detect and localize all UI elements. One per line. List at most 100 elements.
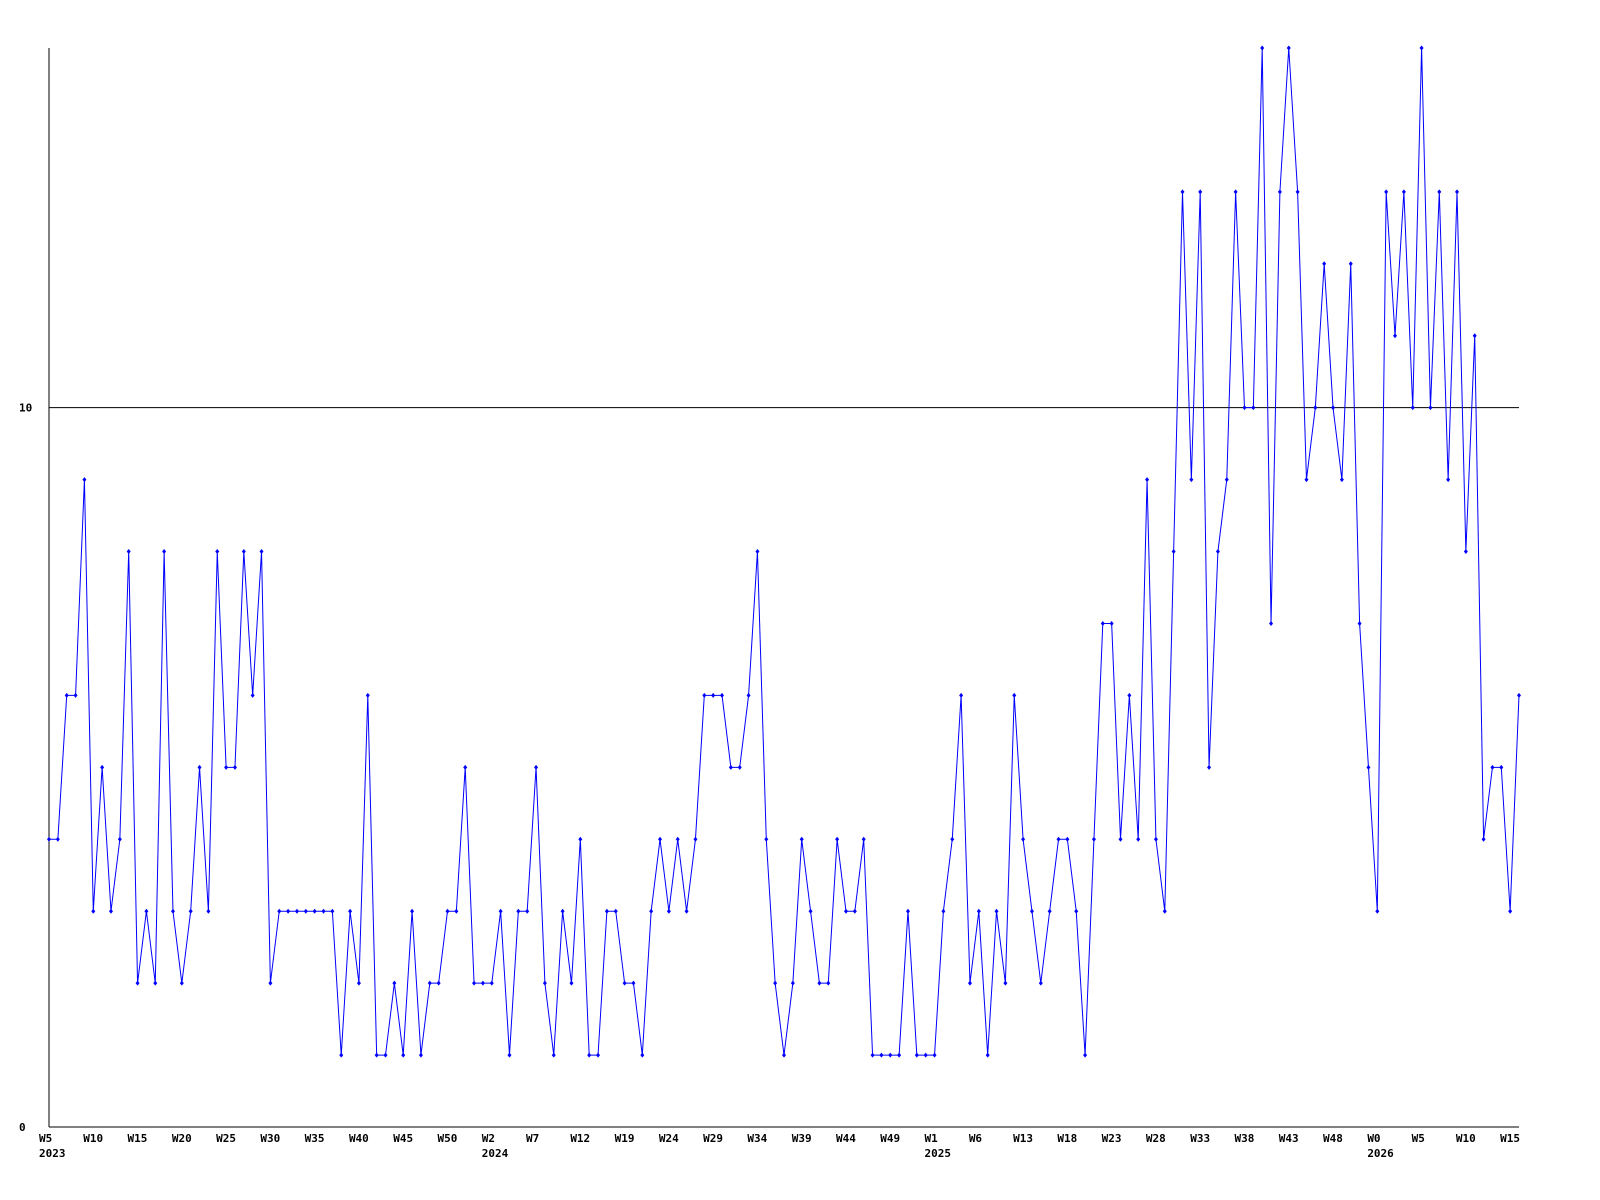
point [1269,620,1274,626]
x-tick-label: W19 [615,1132,635,1145]
x-tick-label: W35 [305,1132,325,1145]
point [1331,405,1336,411]
point [861,836,866,842]
point [1038,980,1043,986]
point [1224,477,1229,483]
point [1242,405,1247,411]
point [1198,189,1203,195]
point [976,908,981,914]
x-tick-label: W48 [1323,1132,1343,1145]
point [1428,405,1433,411]
point [507,1052,512,1058]
x-tick-label: W15 [128,1132,148,1145]
point [170,908,175,914]
x-tick-label: W7 [526,1132,539,1145]
point [241,549,246,555]
point [870,1052,875,1058]
point [835,836,840,842]
point [1357,620,1362,626]
point [427,980,432,986]
point [1153,836,1158,842]
point [153,980,158,986]
point [985,1052,990,1058]
x-tick-label: W49 [880,1132,900,1145]
point [578,836,583,842]
point [888,1052,893,1058]
point [179,980,184,986]
point [1074,908,1079,914]
point [1410,405,1415,411]
x-tick-label: W13 [1013,1132,1033,1145]
point [1472,333,1477,339]
x-tick-label: W23 [1102,1132,1122,1145]
x-tick-label: W28 [1146,1132,1166,1145]
point [144,908,149,914]
point [1180,189,1185,195]
point [1021,836,1026,842]
point [808,908,813,914]
point [356,980,361,986]
point [418,1052,423,1058]
x-tick-label: W34 [747,1132,767,1145]
point [1118,836,1123,842]
point [631,980,636,986]
point [640,1052,645,1058]
x-tick-label: W2 [482,1132,495,1145]
point [277,908,282,914]
point [560,908,565,914]
point [259,549,264,555]
x-tick-label: W0 [1367,1132,1380,1145]
point [817,980,822,986]
x-year-label: 2025 [925,1147,952,1160]
point [604,908,609,914]
point [1366,764,1371,770]
point [649,908,654,914]
point [923,1052,928,1058]
point [312,908,317,914]
point [436,980,441,986]
point [82,477,87,483]
point [852,908,857,914]
point [1384,189,1389,195]
point [693,836,698,842]
point [294,908,299,914]
point [1171,549,1176,555]
x-year-label: 2023 [39,1147,66,1160]
point [1455,189,1460,195]
point [1029,908,1034,914]
point [489,980,494,986]
point [1508,908,1513,914]
x-tick-label: W5 [1412,1132,1425,1145]
point [675,836,680,842]
point [91,908,96,914]
point [1136,836,1141,842]
point [950,836,955,842]
x-tick-label: W5 [39,1132,52,1145]
point [755,549,760,555]
point [1091,836,1096,842]
point [392,980,397,986]
point [843,908,848,914]
point [1189,477,1194,483]
point [339,1052,344,1058]
point [720,692,725,698]
point [1419,45,1424,51]
point [286,908,291,914]
x-year-label: 2024 [482,1147,509,1160]
point [410,908,415,914]
point [73,692,78,698]
x-tick-label: W1 [925,1132,939,1145]
point [1322,261,1327,267]
point [498,908,503,914]
point [967,980,972,986]
point [1260,45,1265,51]
point [1304,477,1309,483]
point [879,1052,884,1058]
point [1083,1052,1088,1058]
point [1162,908,1167,914]
point [959,692,964,698]
point [994,908,999,914]
point [480,980,485,986]
